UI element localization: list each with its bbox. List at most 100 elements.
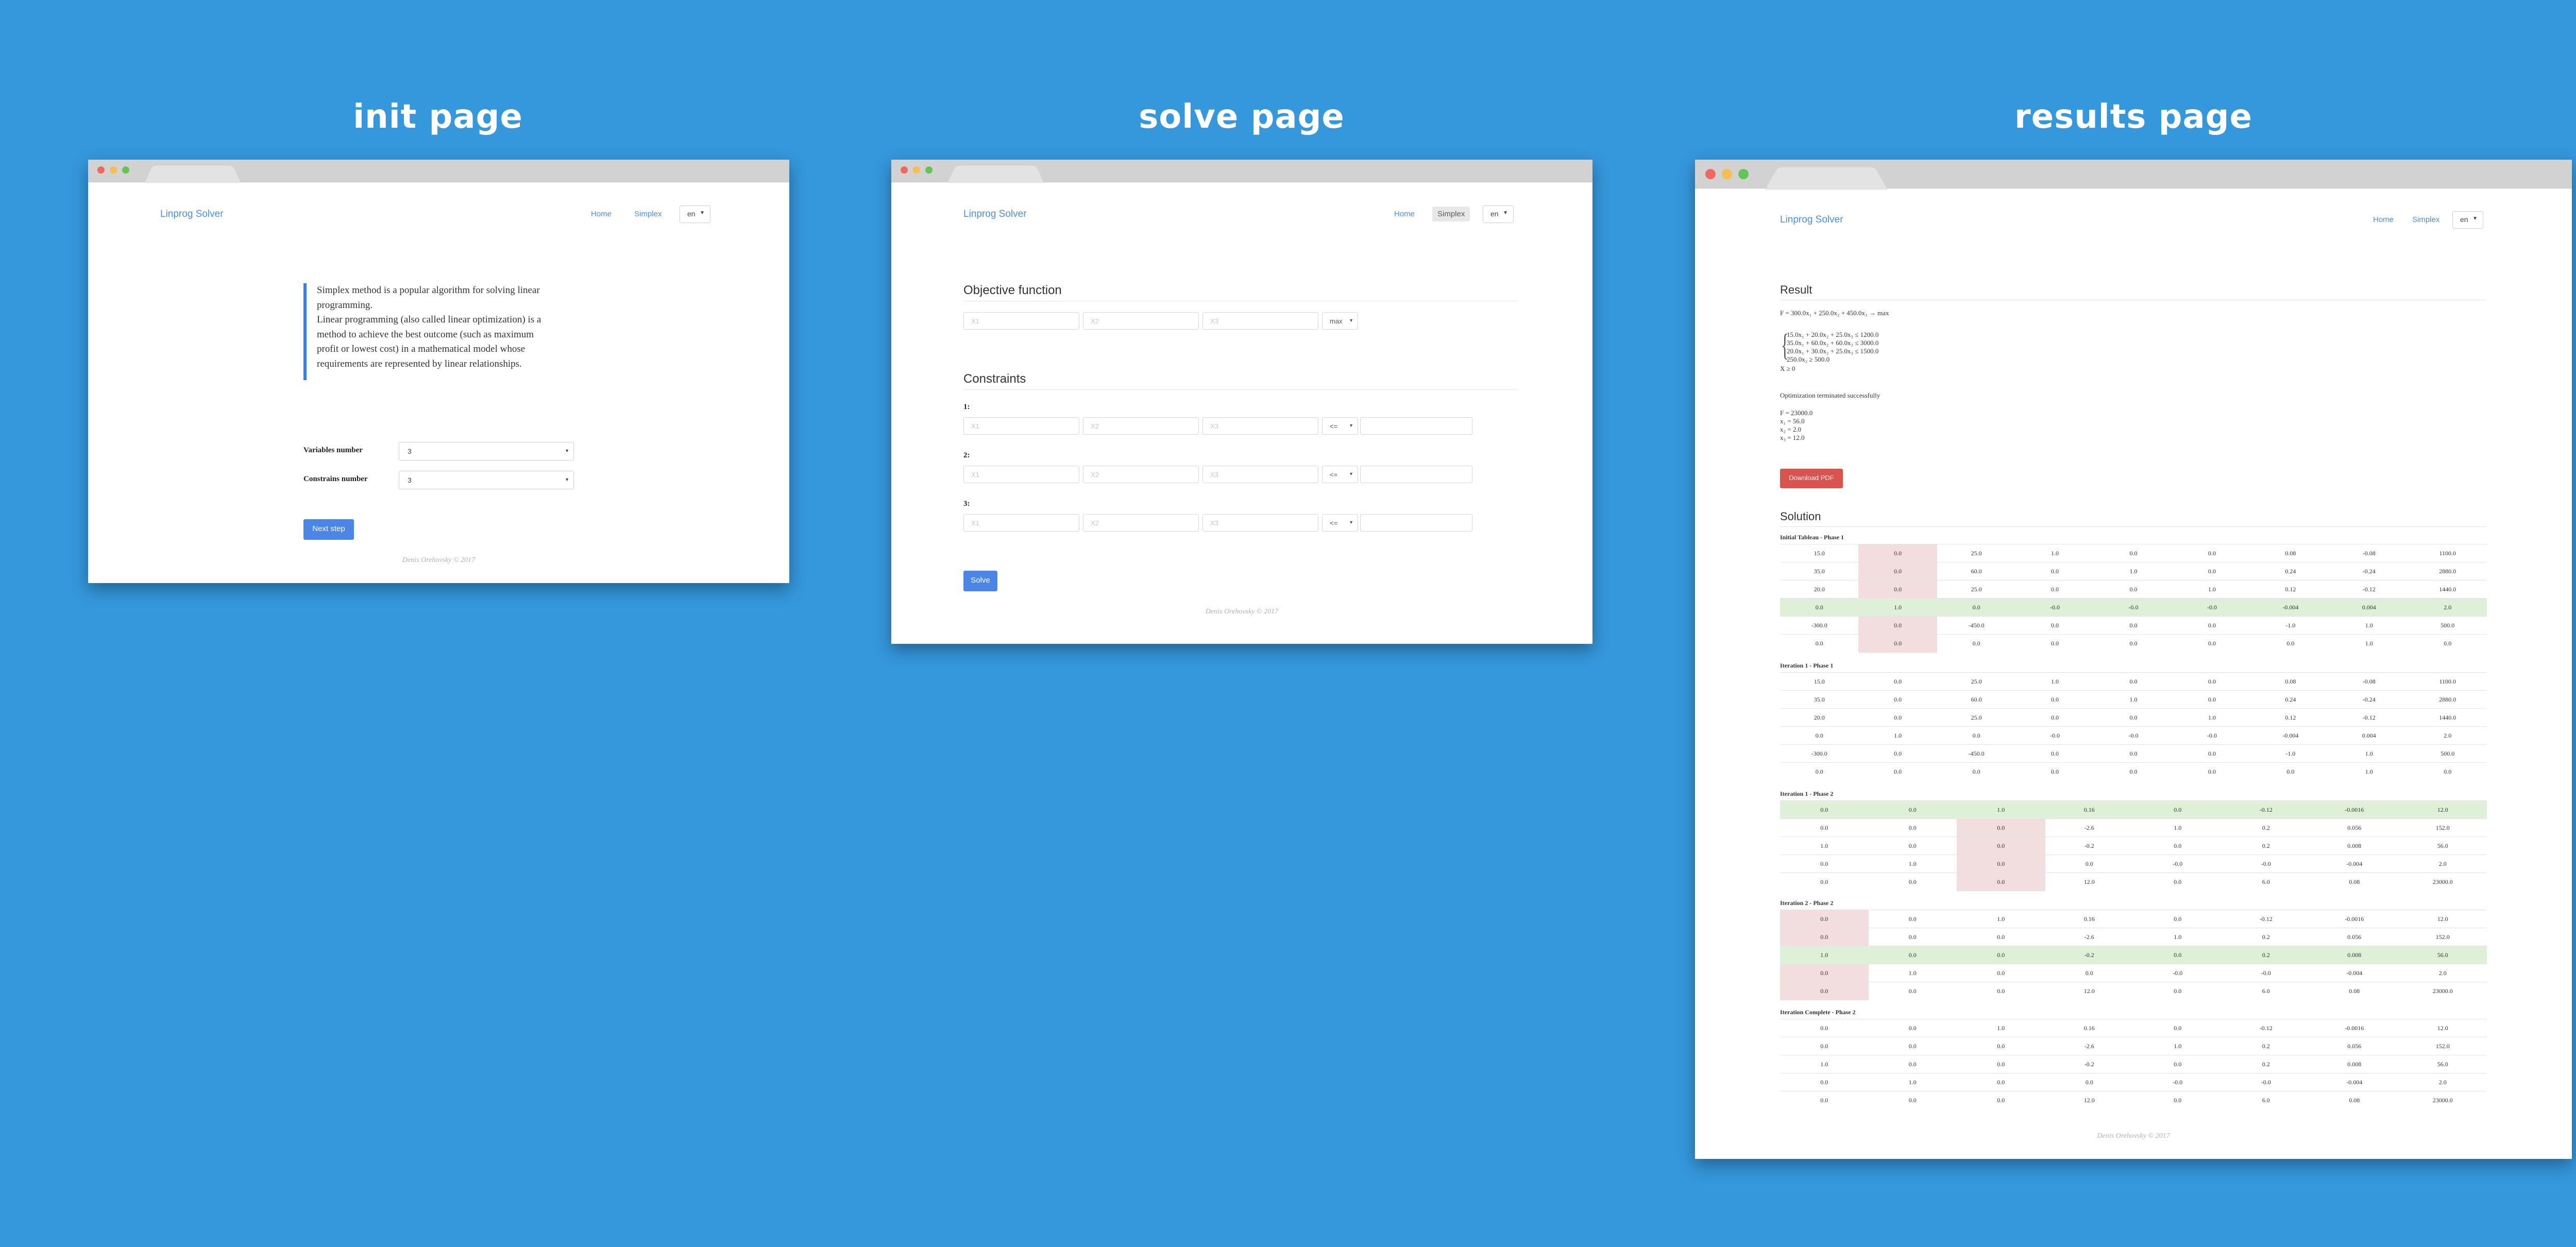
table-row: 0.0 0.0 0.0 -2.6 1.0 0.2 0.056 152.0: [1780, 818, 2487, 837]
table-cell: 2.0: [2398, 855, 2487, 873]
minimize-dot-icon[interactable]: [1722, 169, 1732, 179]
table-cell: -0.0: [2015, 598, 2094, 617]
table-cell: 0.24: [2251, 690, 2330, 709]
maximize-dot-icon[interactable]: [925, 166, 933, 174]
browser-chrome: [891, 160, 1592, 183]
brand-link[interactable]: Linprog Solver: [1780, 214, 1843, 225]
maximize-dot-icon[interactable]: [122, 166, 129, 174]
tableau-title: Iteration 1 - Phase 2: [1780, 790, 1834, 797]
table-cell: 1.0: [2094, 690, 2173, 709]
variables-number-select[interactable]: 3 ▼: [399, 442, 574, 460]
browser-tab[interactable]: [947, 165, 1044, 183]
browser-tab[interactable]: [144, 165, 241, 183]
nav-home-link[interactable]: Home: [591, 210, 612, 218]
table-cell: 2.0: [2398, 964, 2487, 982]
solve-button[interactable]: Solve: [963, 571, 997, 591]
system-brace: {: [1781, 328, 1789, 362]
browser-tab[interactable]: [1765, 167, 1888, 190]
constraint-1-rhs-input[interactable]: [1360, 417, 1472, 435]
minimize-dot-icon[interactable]: [913, 166, 920, 174]
constraints-number-select[interactable]: 3 ▼: [399, 471, 574, 489]
table-cell: 0.0: [1858, 762, 1937, 781]
maximize-dot-icon[interactable]: [1738, 169, 1749, 179]
table-cell: -0.004: [2251, 726, 2330, 745]
table-cell: -0.12: [2222, 800, 2310, 819]
system-line: 35.0x₁ + 60.0x₂ + 60.0x₃ ≤ 3000.0: [1787, 339, 1879, 347]
language-select[interactable]: en ▼: [1483, 206, 1514, 223]
table-cell: -0.12: [2330, 708, 2409, 727]
table-cell: -0.004: [2310, 964, 2399, 982]
table-row: 0.0 0.0 0.0 12.0 0.0 6.0 0.08 23000.0: [1780, 982, 2487, 1000]
objective-x3-input[interactable]: X3: [1202, 312, 1318, 330]
nav-simplex-link[interactable]: Simplex: [2412, 215, 2440, 224]
table-cell: 0.0: [2173, 562, 2251, 580]
chevron-down-icon: ▼: [700, 210, 705, 216]
table-cell: -0.12: [2330, 580, 2409, 599]
table-cell: 0.08: [2310, 873, 2399, 891]
table-cell: 0.12: [2251, 580, 2330, 599]
close-dot-icon[interactable]: [1705, 169, 1716, 179]
table-cell: 0.16: [2045, 910, 2133, 928]
chevron-down-icon: ▼: [2472, 216, 2478, 221]
table-cell: 1.0: [2330, 762, 2409, 781]
nonnegativity: X ≥ 0: [1780, 365, 1795, 372]
tableau-table: 15.0 0.0 25.0 1.0 0.0 0.0 0.08 -0.08 1100.0 35.0 0…: [1780, 544, 2487, 653]
download-pdf-button[interactable]: Download PDF: [1780, 469, 1843, 488]
table-cell: -1.0: [2251, 744, 2330, 763]
table-cell: 23000.0: [2398, 982, 2487, 1000]
constraint-3-x1-input[interactable]: X1: [963, 514, 1079, 532]
browser-chrome: [88, 160, 789, 183]
constraint-2-x1-input[interactable]: X1: [963, 466, 1079, 483]
constraint-2-x2-input[interactable]: X2: [1083, 466, 1199, 483]
constraint-1-x1-input[interactable]: X1: [963, 417, 1079, 435]
constraint-2-relation-select[interactable]: <= ▼: [1322, 466, 1358, 483]
objective-x1-input[interactable]: X1: [963, 312, 1079, 330]
table-cell: -0.2: [2045, 946, 2133, 964]
close-dot-icon[interactable]: [97, 166, 105, 174]
system-line: 15.0x₁ + 20.0x₂ + 25.0x₃ ≤ 1200.0: [1787, 331, 1879, 338]
language-select[interactable]: en ▼: [680, 206, 710, 223]
table-cell: 12.0: [2045, 982, 2133, 1000]
minimize-dot-icon[interactable]: [110, 166, 117, 174]
table-cell: -0.0: [2133, 964, 2222, 982]
table-cell: 0.0: [2015, 634, 2094, 653]
table-cell: 0.0: [1780, 873, 1869, 891]
next-step-button[interactable]: Next step: [303, 519, 354, 540]
constraint-1-x2-input[interactable]: X2: [1083, 417, 1199, 435]
language-select[interactable]: en ▼: [2452, 211, 2483, 229]
nav-home-link[interactable]: Home: [2373, 215, 2394, 224]
table-cell: 2880.0: [2408, 690, 2487, 709]
close-dot-icon[interactable]: [901, 166, 908, 174]
table-row: 0.0 1.0 0.0 0.0 -0.0 -0.0 -0.004 2.0: [1780, 964, 2487, 982]
table-row: 1.0 0.0 0.0 -0.2 0.0 0.2 0.008 56.0: [1780, 946, 2487, 964]
tableau-table: 0.0 0.0 1.0 0.16 0.0 -0.12 -0.0016 12.0 0.0 0.0 0.…: [1780, 800, 2487, 891]
table-row: 15.0 0.0 25.0 1.0 0.0 0.0 0.08 -0.08 1100.0: [1780, 672, 2487, 691]
table-cell: 12.0: [2045, 1091, 2133, 1109]
objective-x2-input[interactable]: X2: [1083, 312, 1199, 330]
constraint-2-x3-input[interactable]: X3: [1202, 466, 1318, 483]
table-cell: 0.0: [2015, 762, 2094, 781]
table-cell: -0.0: [2173, 726, 2251, 745]
table-cell: -2.6: [2045, 1037, 2133, 1055]
table-cell: 0.0: [2173, 762, 2251, 781]
objective-goal-select[interactable]: max ▼: [1322, 312, 1358, 330]
constraint-2-rhs-input[interactable]: [1360, 466, 1472, 483]
nav-simplex-link[interactable]: Simplex: [1432, 207, 1470, 221]
constraint-3-x3-input[interactable]: X3: [1202, 514, 1318, 532]
constraint-1-x3-input[interactable]: X3: [1202, 417, 1318, 435]
brand-link[interactable]: Linprog Solver: [963, 209, 1027, 219]
table-cell: -300.0: [1780, 744, 1859, 763]
constraint-1-relation-select[interactable]: <= ▼: [1322, 417, 1358, 435]
constraints-number-label: Constrains number: [303, 475, 368, 483]
table-cell: -0.0: [2094, 598, 2173, 617]
brand-link[interactable]: Linprog Solver: [160, 209, 224, 219]
table-row: 0.0 1.0 0.0 -0.0 -0.0 -0.0 -0.004 0.004 2.0: [1780, 598, 2487, 617]
nav-simplex-link[interactable]: Simplex: [634, 210, 662, 218]
constraint-3-relation-select[interactable]: <= ▼: [1322, 514, 1358, 532]
constraint-3-x2-input[interactable]: X2: [1083, 514, 1199, 532]
constraint-3-rhs-input[interactable]: [1360, 514, 1472, 532]
table-cell: -0.0: [2222, 964, 2310, 982]
chevron-down-icon: ▼: [1503, 210, 1508, 216]
nav-home-link[interactable]: Home: [1394, 210, 1415, 218]
table-cell: 1.0: [1957, 910, 2045, 928]
